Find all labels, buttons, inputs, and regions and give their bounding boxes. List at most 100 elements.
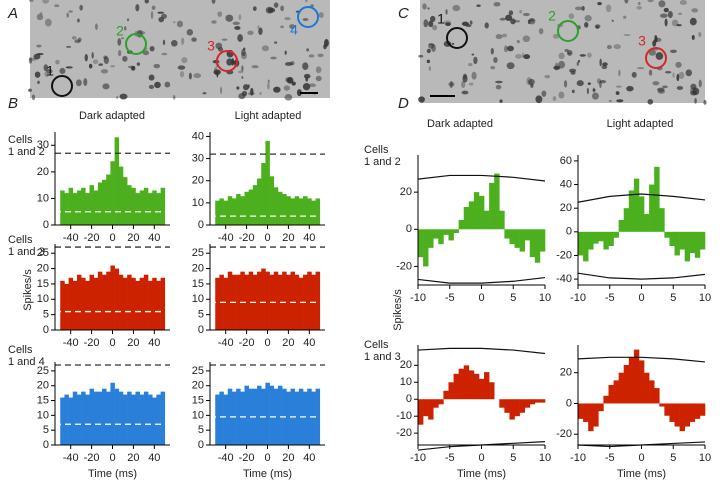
cell-spot bbox=[428, 20, 434, 28]
bar bbox=[160, 277, 166, 330]
bar bbox=[265, 140, 270, 225]
cell-spot bbox=[191, 37, 197, 42]
cell-spot bbox=[158, 16, 165, 23]
bar bbox=[489, 182, 495, 230]
cell-spot bbox=[46, 68, 53, 74]
y-tick-label: -20 bbox=[396, 427, 412, 439]
cell-spot bbox=[66, 12, 69, 18]
cell-spot bbox=[267, 82, 270, 90]
bar bbox=[418, 399, 424, 425]
x-tick-label: -40 bbox=[63, 337, 79, 349]
cell-spot bbox=[495, 84, 502, 90]
cell-spot bbox=[241, 51, 247, 60]
cell-spot bbox=[122, 55, 128, 62]
y-tick-label: 5 bbox=[198, 424, 204, 436]
bar bbox=[433, 399, 439, 408]
bar bbox=[118, 166, 124, 225]
bar bbox=[448, 229, 454, 241]
bar bbox=[519, 399, 525, 413]
cell-marker bbox=[125, 33, 147, 55]
cell-label: 1 bbox=[437, 11, 445, 27]
bar bbox=[453, 229, 459, 233]
cell-label: 3 bbox=[638, 33, 646, 49]
bar bbox=[494, 173, 500, 230]
bar bbox=[72, 280, 78, 330]
bar bbox=[463, 207, 470, 230]
cell-spot bbox=[592, 89, 596, 92]
x-axis-label: Time (ms) bbox=[243, 468, 292, 480]
bar bbox=[684, 403, 691, 427]
bar bbox=[311, 200, 316, 225]
cell-spot bbox=[522, 35, 531, 43]
cell-spot bbox=[323, 44, 327, 50]
cell-spot bbox=[102, 83, 110, 90]
bar bbox=[473, 192, 480, 230]
bar bbox=[257, 178, 262, 225]
bar bbox=[489, 382, 495, 400]
bar bbox=[81, 187, 86, 225]
cell-spot bbox=[33, 53, 41, 60]
bar bbox=[236, 388, 241, 445]
x-tick-label: -20 bbox=[84, 232, 100, 244]
y-tick-label: 0 bbox=[198, 219, 204, 231]
bar bbox=[499, 399, 505, 408]
bar bbox=[307, 271, 312, 330]
cell-spot bbox=[136, 62, 141, 66]
cell-spot bbox=[445, 22, 451, 27]
cell-spot bbox=[418, 96, 425, 103]
cell-spot bbox=[595, 25, 600, 29]
bar bbox=[106, 174, 111, 225]
cell-spot bbox=[274, 41, 278, 44]
bar bbox=[699, 231, 706, 250]
bar bbox=[623, 365, 630, 404]
cell-spot bbox=[302, 62, 309, 70]
bar bbox=[85, 193, 90, 225]
bar bbox=[68, 187, 74, 225]
cell-spot bbox=[514, 19, 521, 23]
bar bbox=[534, 229, 541, 263]
cell-spot bbox=[591, 92, 599, 100]
bar bbox=[315, 271, 321, 330]
cell-label: 3 bbox=[207, 38, 215, 54]
bar bbox=[443, 229, 449, 235]
cell-spot bbox=[148, 84, 155, 89]
bar bbox=[106, 271, 111, 330]
bar bbox=[236, 194, 241, 225]
cell-spot bbox=[273, 2, 279, 8]
bar bbox=[85, 394, 90, 445]
cell-spot bbox=[605, 4, 612, 13]
bar bbox=[81, 277, 86, 330]
bar bbox=[478, 195, 485, 230]
cell-spot bbox=[257, 25, 260, 29]
bar bbox=[122, 277, 128, 330]
y-tick-label: 5 bbox=[43, 424, 49, 436]
cell-spot bbox=[304, 0, 308, 3]
bar bbox=[311, 391, 316, 445]
x-tick-label: -10 bbox=[570, 452, 586, 464]
panel-letter: C bbox=[398, 5, 409, 22]
cell-spot bbox=[571, 89, 575, 94]
cell-spot bbox=[236, 86, 240, 90]
bar bbox=[618, 372, 625, 404]
bar bbox=[72, 391, 78, 445]
cell-spot bbox=[599, 58, 602, 67]
cell-spot bbox=[317, 53, 324, 58]
bar bbox=[60, 280, 65, 330]
confidence-curve bbox=[577, 356, 706, 363]
cell-spot bbox=[39, 11, 43, 15]
cell-spot bbox=[217, 47, 224, 52]
cell-spot bbox=[88, 63, 93, 69]
x-tick-label: 0 bbox=[264, 452, 270, 464]
cell-spot bbox=[505, 14, 513, 21]
cell-spot bbox=[504, 45, 508, 53]
cell-spot bbox=[95, 23, 98, 30]
cell-spot bbox=[135, 4, 140, 12]
bar bbox=[443, 390, 449, 400]
cell-spot bbox=[615, 85, 622, 88]
bar bbox=[603, 395, 609, 404]
bar bbox=[659, 403, 665, 407]
bar bbox=[633, 178, 640, 232]
y-tick-label: 15 bbox=[192, 278, 204, 290]
bar bbox=[273, 187, 279, 225]
x-tick-label: 10 bbox=[699, 292, 711, 304]
